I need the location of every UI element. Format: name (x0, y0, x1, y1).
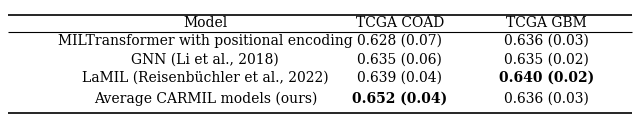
Text: 0.652 (0.04): 0.652 (0.04) (352, 92, 447, 106)
Text: Average CARMIL models (ours): Average CARMIL models (ours) (93, 92, 317, 106)
Text: GNN (Li et al., 2018): GNN (Li et al., 2018) (131, 52, 279, 67)
Text: 0.628 (0.07): 0.628 (0.07) (357, 34, 442, 48)
Text: TCGA GBM: TCGA GBM (506, 17, 587, 30)
Text: 0.635 (0.06): 0.635 (0.06) (357, 52, 442, 67)
Text: Model: Model (183, 17, 227, 30)
Text: TCGA COAD: TCGA COAD (356, 17, 444, 30)
Text: LaMIL (Reisenbüchler et al., 2022): LaMIL (Reisenbüchler et al., 2022) (82, 71, 328, 85)
Text: 0.640 (0.02): 0.640 (0.02) (499, 71, 594, 85)
Text: MILTransformer with positional encoding: MILTransformer with positional encoding (58, 34, 353, 48)
Text: 0.636 (0.03): 0.636 (0.03) (504, 34, 589, 48)
Text: 0.636 (0.03): 0.636 (0.03) (504, 92, 589, 106)
Text: 0.639 (0.04): 0.639 (0.04) (357, 71, 442, 85)
Text: 0.635 (0.02): 0.635 (0.02) (504, 52, 589, 67)
